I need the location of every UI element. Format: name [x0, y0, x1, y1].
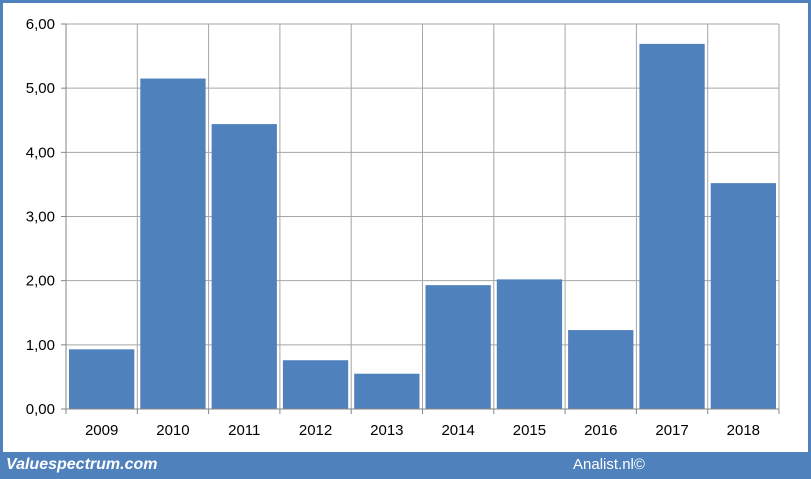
x-tick-label-2015: 2015 — [513, 422, 546, 439]
footer-brand-right: Analist.nl© — [573, 456, 645, 473]
x-tick-label-2011: 2011 — [228, 422, 260, 439]
bar-2012 — [282, 360, 349, 409]
bar-2009 — [69, 349, 135, 409]
bar-2015 — [496, 279, 563, 409]
x-tick-label-2009: 2009 — [85, 422, 118, 439]
x-tick-label-2016: 2016 — [584, 422, 617, 439]
y-tick-label: 2,00 — [26, 273, 55, 290]
bar-2013 — [354, 373, 420, 409]
plot-panel: 0,00 1,00 2,00 3,00 4,00 5,00 6,00 2009 2010 2011… — [3, 3, 808, 452]
bar-2010 — [140, 78, 206, 410]
bar-chart: 0,00 1,00 2,00 3,00 4,00 5,00 6,00 2009 2010 2011… — [26, 16, 780, 439]
x-tick-label-2012: 2012 — [299, 422, 332, 439]
y-tick-label: 6,00 — [26, 16, 55, 33]
x-tick-label-2013: 2013 — [370, 422, 403, 439]
bar-2014 — [425, 285, 491, 409]
x-tick-label-2010: 2010 — [156, 422, 189, 439]
y-tick-label: 1,00 — [26, 337, 55, 354]
bar-2016 — [568, 330, 634, 409]
y-tick-label: 0,00 — [26, 401, 55, 418]
y-tick-label: 4,00 — [26, 144, 55, 161]
bar-2011 — [211, 124, 277, 409]
x-tick-label-2017: 2017 — [655, 422, 688, 439]
x-tick-label-2018: 2018 — [727, 422, 760, 439]
y-tick-label: 3,00 — [26, 209, 55, 226]
y-tick-label: 5,00 — [26, 80, 55, 97]
bar-2017 — [639, 43, 705, 410]
x-tick-label-2014: 2014 — [441, 422, 474, 439]
footer-brand-left: Valuespectrum.com — [6, 456, 158, 473]
bar-2018 — [710, 183, 776, 409]
